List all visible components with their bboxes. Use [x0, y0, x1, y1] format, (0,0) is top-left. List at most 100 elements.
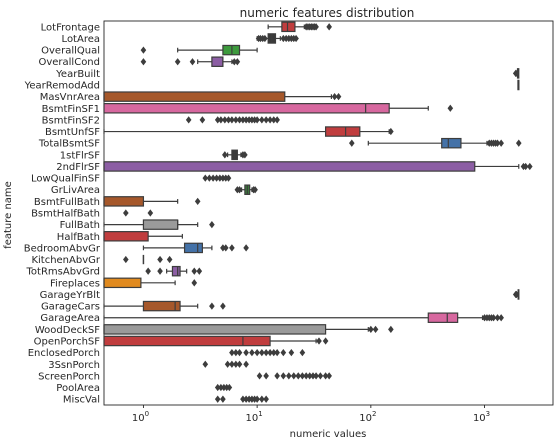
- outlier-point: [243, 360, 249, 368]
- box-series: [123, 254, 173, 265]
- outlier-point: [229, 348, 235, 357]
- outlier-point: [220, 302, 226, 310]
- outlier-point: [174, 58, 181, 66]
- box-series: [140, 56, 241, 67]
- outlier-point: [147, 209, 154, 217]
- box-iqr: [281, 21, 296, 33]
- outlier-point: [515, 139, 522, 147]
- y-tick-label: MiscVal: [63, 395, 100, 406]
- outlier-point: [513, 290, 520, 299]
- outlier-point: [209, 302, 215, 310]
- box-series: [255, 33, 299, 44]
- box-iqr: [142, 219, 179, 230]
- outlier-point: [274, 116, 280, 124]
- box-iqr: [103, 324, 327, 335]
- box-iqr: [427, 312, 459, 323]
- y-tick-label: HalfBath: [57, 232, 100, 243]
- outlier-point: [348, 139, 355, 147]
- outlier-point: [202, 174, 209, 182]
- outlier-point: [299, 372, 306, 380]
- outlier-point: [243, 244, 249, 252]
- outlier-point: [326, 23, 332, 31]
- outlier-point: [267, 116, 273, 124]
- box-series: [517, 79, 520, 91]
- outlier-point: [196, 267, 203, 275]
- outlier-point: [166, 255, 173, 264]
- outlier-point: [254, 348, 260, 357]
- outlier-point: [209, 220, 215, 229]
- outlier-point: [194, 197, 201, 206]
- outlier-point: [526, 162, 533, 171]
- box-series: [103, 231, 183, 242]
- box-series: [103, 161, 533, 172]
- outlier-point: [280, 34, 287, 43]
- outlier-point: [214, 395, 221, 403]
- outlier-point: [498, 139, 504, 147]
- outlier-point: [310, 372, 316, 380]
- outlier-point: [231, 58, 238, 66]
- y-tick-label: 1stFlrSF: [60, 150, 100, 161]
- outlier-point: [295, 372, 302, 380]
- outlier-point: [270, 348, 277, 357]
- outlier-point: [233, 360, 239, 368]
- outlier-point: [145, 267, 151, 275]
- outlier-point: [243, 395, 249, 403]
- y-tick-label: BsmtFinSF1: [42, 104, 100, 115]
- y-tick-label: YearBuilt: [55, 69, 100, 80]
- outlier-point: [220, 395, 226, 403]
- y-tick-label: OverallQual: [41, 46, 100, 57]
- outlier-point: [140, 58, 147, 66]
- outlier-point: [236, 116, 243, 124]
- box-series: [140, 44, 258, 56]
- outlier-point: [388, 325, 394, 334]
- outlier-point: [218, 116, 224, 124]
- box-iqr: [171, 265, 181, 277]
- outlier-point: [199, 116, 206, 124]
- outlier-point: [335, 92, 342, 101]
- y-tick-label: PoolArea: [56, 383, 100, 394]
- box-series: [214, 395, 269, 403]
- outlier-point: [313, 23, 319, 31]
- box-iqr: [103, 231, 149, 242]
- y-tick-label: WoodDeckSF: [35, 325, 100, 336]
- outlier-point: [226, 383, 233, 392]
- box-series: [103, 91, 342, 102]
- y-tick-label: LowQualFinSF: [31, 174, 100, 185]
- y-tick-label: BsmtUnfSF: [45, 127, 100, 138]
- outlier-point: [263, 395, 269, 403]
- box-series: [142, 242, 249, 254]
- outlier-point: [229, 360, 235, 368]
- box-series: [103, 335, 329, 347]
- plot-frame: [103, 20, 554, 406]
- box-series: [234, 184, 258, 195]
- outlier-point: [236, 186, 243, 194]
- outlier-point: [243, 348, 249, 357]
- y-tick-label: BedroomAbvGr: [24, 243, 101, 254]
- box-series: [512, 289, 520, 300]
- outlier-point: [306, 372, 313, 380]
- outlier-point: [274, 372, 280, 380]
- outlier-point: [299, 348, 306, 357]
- outlier-point: [233, 348, 239, 357]
- box-series: [103, 219, 215, 230]
- outlier-point: [252, 186, 258, 194]
- box-series: [103, 126, 394, 137]
- x-tick-label: 101: [246, 410, 263, 424]
- box-series: [103, 103, 454, 114]
- box-series: [145, 265, 203, 277]
- y-tick-label: GarageArea: [40, 313, 100, 324]
- box-iqr: [324, 126, 361, 137]
- x-tick-label: 103: [473, 410, 490, 424]
- box-series: [185, 116, 280, 124]
- y-tick-label: GrLivArea: [51, 185, 100, 196]
- outlier-point: [263, 116, 269, 124]
- outlier-point: [229, 244, 235, 252]
- outlier-point: [313, 372, 319, 380]
- box-iqr: [103, 277, 142, 289]
- outlier-point: [123, 255, 129, 264]
- box-series: [214, 383, 233, 392]
- outlier-point: [240, 116, 246, 124]
- outlier-point: [267, 348, 273, 357]
- x-tick-label: 102: [359, 410, 376, 424]
